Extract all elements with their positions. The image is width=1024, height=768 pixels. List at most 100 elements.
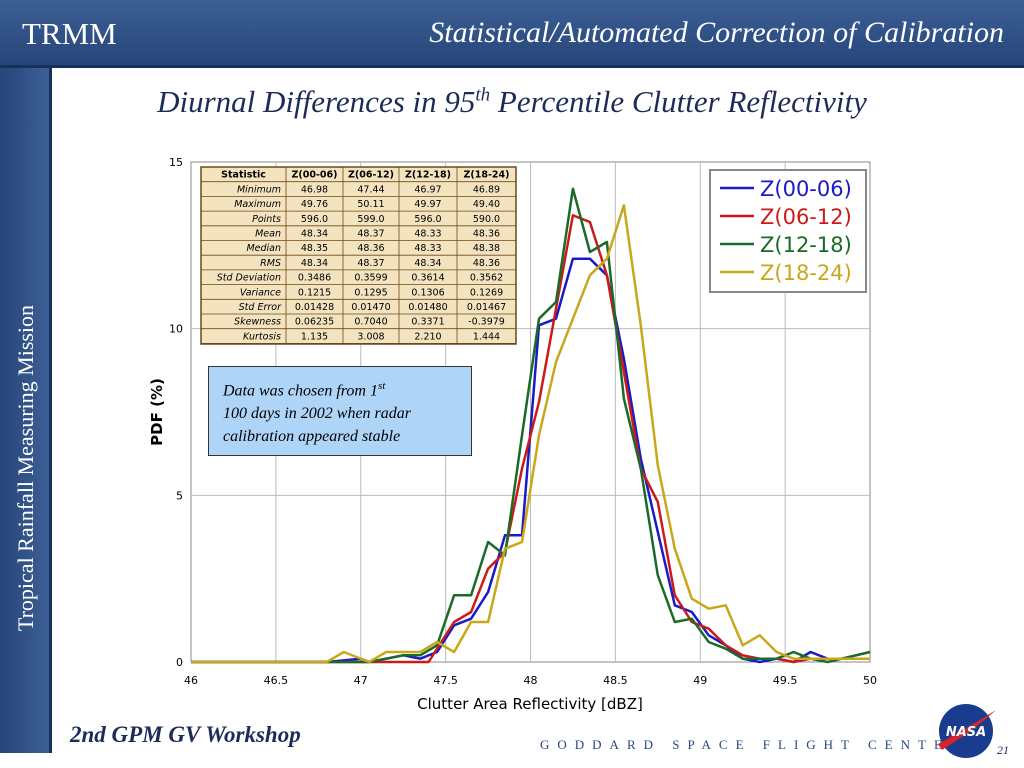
y-tick-label: 5 [176,489,183,502]
table-row-label: Variance [240,287,281,298]
table-cell: 0.1295 [354,287,387,298]
table-cell: 599.0 [357,214,384,225]
x-tick-label: 49 [693,674,707,687]
table-cell: 0.3614 [411,273,444,284]
table-cell: 48.33 [414,243,441,254]
table-cell: 48.34 [301,258,328,269]
table-row-label: Points [252,214,281,225]
series-lines [191,187,871,664]
x-tick-labels: 46 46.5 47 47.5 48 48.5 49 49.5 50 [184,674,877,687]
table-cell: 48.38 [473,243,500,254]
legend-label: Z(18-24) [760,261,852,285]
x-tick-label: 47.5 [433,674,458,687]
x-axis-label: Clutter Area Reflectivity [dBZ] [417,695,643,713]
slide-title: Diurnal Differences in 95th Percentile C… [0,84,1024,120]
slide-title-suffix: Percentile Clutter Reflectivity [490,84,867,119]
table-row-label: Std Deviation [217,273,281,284]
slide-title-prefix: Diurnal Differences in 95 [157,84,476,119]
table-cell: 590.0 [473,214,500,225]
table-cell: 2.210 [414,331,441,342]
sidebar: Tropical Rainfall Measuring Mission [0,68,52,753]
workshop-label: 2nd GPM GV Workshop [70,722,301,747]
nasa-logo-swoosh [938,710,996,750]
table-cell: 0.3562 [470,273,503,284]
org-label: GODDARD SPACE FLIGHT CENTER [540,737,967,752]
y-tick-label: 15 [169,156,183,169]
table-cell: 46.89 [473,184,500,195]
table-row-label: Std Error [239,302,282,313]
table-row-label: Skewness [234,317,281,328]
table-cell: 48.36 [357,243,384,254]
table-header-cell: Z(00-06) [292,170,338,181]
legend: Z(00-06) Z(06-12) Z(12-18) Z(18-24) [709,169,867,293]
table-cell: 48.35 [301,243,328,254]
table-cell: 46.98 [301,184,328,195]
table-cell: 49.40 [473,199,500,210]
y-axis-label: PDF (%) [148,378,166,446]
table-row-label: Minimum [237,184,281,195]
page-number: 21 [997,743,1009,757]
table-row-label: Kurtosis [243,331,281,342]
x-tick-label: 46 [184,674,198,687]
pdf-chart: 46 46.5 47 47.5 48 48.5 49 49.5 50 0 5 10 15 Clutte… [148,156,877,713]
slide-title-superscript: th [475,84,491,106]
table-cell: 0.01480 [408,302,447,313]
table-cell: -0.3979 [468,317,505,328]
table-cell: 0.7040 [354,317,387,328]
note-line-1-text: Data was chosen from 1 [223,382,378,400]
table-cell: 596.0 [414,214,441,225]
table-cell: 49.76 [301,199,328,210]
note-line-2: 100 days in 2002 when radar [223,405,411,423]
table-cell: 49.97 [414,199,441,210]
table-row-label: RMS [260,258,281,269]
statistics-table: Statistic Z(00-06) Z(06-12) Z(12-18) Z(18-24… [200,166,517,345]
note-box: Data was chosen from 1st 100 days in 200… [208,366,472,456]
table-cell: 0.01470 [351,302,390,313]
nasa-logo-text: NASA [946,725,986,740]
table-cell: 0.3371 [411,317,444,328]
legend-label: Z(00-06) [760,177,852,201]
table-cell: 0.06235 [295,317,334,328]
table-cell: 0.3486 [298,273,331,284]
table-cell: 48.37 [357,258,384,269]
series-line-z-18-24 [191,204,870,664]
nasa-logo: NASA [938,704,996,758]
table-cell: 48.36 [473,258,500,269]
table-cell: 50.11 [357,199,384,210]
table-cell: 0.1269 [470,287,503,298]
table-cell: 0.1215 [298,287,331,298]
table-cell: 0.1306 [411,287,444,298]
table-cell: 47.44 [357,184,384,195]
sidebar-label: Tropical Rainfall Measuring Mission [13,304,38,632]
y-tick-label: 10 [169,323,183,336]
table-cell: 3.008 [357,331,384,342]
table-cell: 48.37 [357,229,384,240]
table-cell: 48.33 [414,229,441,240]
note-line-1-superscript: st [377,380,386,392]
table-header-cell: Z(18-24) [464,170,510,181]
table-header-cell: Z(12-18) [405,170,451,181]
table-cell: 596.0 [301,214,328,225]
legend-label: Z(06-12) [760,205,852,229]
x-tick-label: 48.5 [603,674,628,687]
x-tick-label: 50 [863,674,877,687]
table-header-cell: Statistic [221,170,266,181]
table-cell: 0.3599 [354,273,387,284]
table-cell: 1.444 [473,331,500,342]
legend-label: Z(12-18) [760,233,852,257]
table-row-label: Median [246,243,281,254]
table-cell: 1.135 [301,331,328,342]
table-row-label: Maximum [234,199,281,210]
table-cell: 46.97 [414,184,441,195]
table-cell: 48.36 [473,229,500,240]
table-header-cell: Z(06-12) [348,170,394,181]
table-row-label: Mean [255,229,281,240]
y-tick-labels: 0 5 10 15 [169,156,183,669]
note-line-3: calibration appeared stable [223,428,401,446]
header-bar: TRMM Statistical/Automated Correction of… [0,0,1024,68]
table-cell: 48.34 [301,229,328,240]
header-title: Statistical/Automated Correction of Cali… [429,16,1004,49]
table-cell: 0.01467 [467,302,506,313]
x-tick-label: 49.5 [773,674,798,687]
table-cell: 48.34 [414,258,441,269]
